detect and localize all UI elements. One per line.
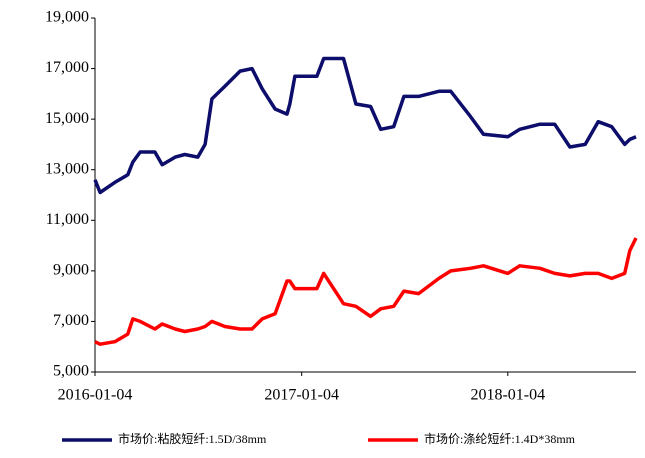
y-tick-label: 5,000: [53, 363, 89, 380]
y-tick-label: 7,000: [53, 312, 89, 329]
series-line: [94, 237, 638, 346]
x-tick-label: 2018-01-04: [470, 387, 545, 404]
series-line: [93, 56, 637, 195]
x-tick-label: 2016-01-04: [58, 387, 133, 404]
y-tick-label: 11,000: [46, 211, 89, 228]
x-tick-label: 2017-01-04: [264, 387, 339, 404]
y-tick-label: 15,000: [45, 110, 89, 127]
y-tick-label: 13,000: [45, 160, 89, 177]
legend-label: 市场价:粘胶短纤:1.5D/38mm: [118, 431, 267, 446]
y-tick-label: 17,000: [45, 59, 89, 76]
y-tick-label: 9,000: [53, 262, 89, 279]
legend-label: 市场价:涤纶短纤:1.4D*38mm: [424, 431, 576, 446]
y-tick-label: 19,000: [45, 9, 89, 26]
